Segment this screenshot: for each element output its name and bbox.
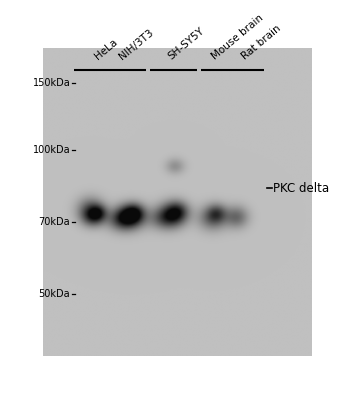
Bar: [201, 70, 264, 339]
Bar: [201, 70, 264, 339]
Text: 150kDa: 150kDa: [33, 78, 70, 88]
Bar: [150, 70, 197, 339]
Text: PKC delta: PKC delta: [273, 182, 329, 195]
Text: HeLa: HeLa: [93, 37, 120, 62]
Text: 50kDa: 50kDa: [39, 290, 70, 299]
Text: 100kDa: 100kDa: [33, 145, 70, 155]
Bar: [74, 70, 146, 339]
Bar: [150, 70, 197, 339]
Text: 70kDa: 70kDa: [39, 217, 70, 227]
Text: NIH/3T3: NIH/3T3: [117, 28, 155, 62]
Text: Rat brain: Rat brain: [240, 24, 282, 62]
Text: Mouse brain: Mouse brain: [210, 13, 265, 62]
Text: SH-SY5Y: SH-SY5Y: [166, 26, 206, 62]
Bar: [74, 70, 146, 339]
